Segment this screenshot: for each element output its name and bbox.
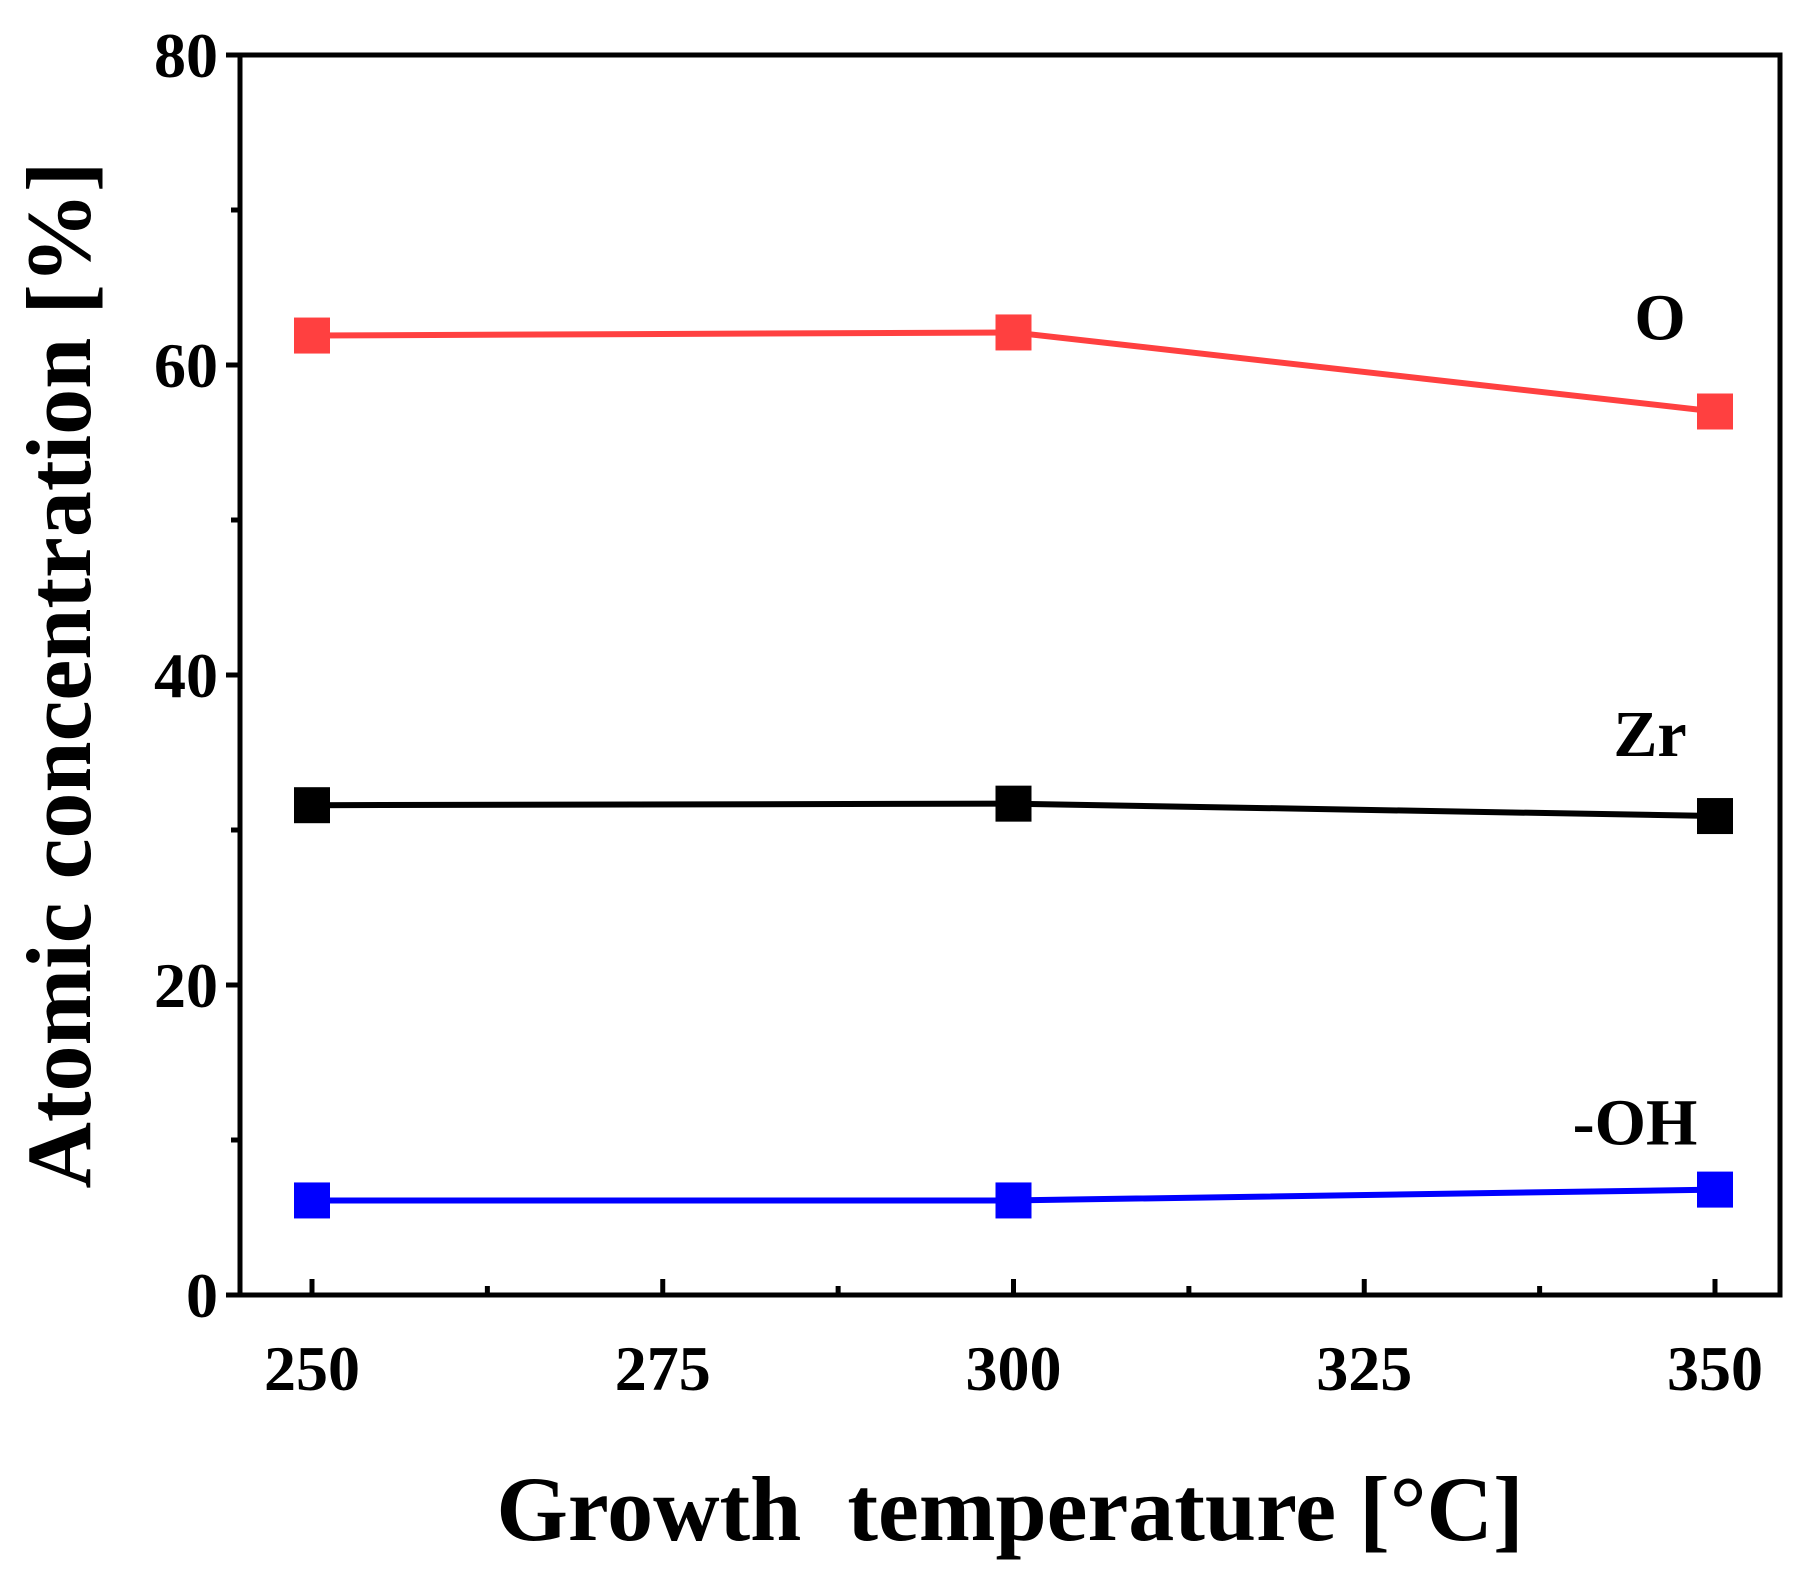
- x-tick-label: 350: [1667, 1333, 1763, 1404]
- data-point: [294, 787, 330, 824]
- y-tick-label: 80: [154, 20, 218, 91]
- series-oh: -OH: [294, 1087, 1733, 1219]
- x-tick-label: 300: [966, 1333, 1062, 1404]
- y-tick-label: 60: [154, 330, 218, 401]
- x-axis-title: Growth temperature [°C]: [496, 1458, 1523, 1560]
- x-axis-ticks: 250 275 300 325 350: [264, 1279, 1763, 1404]
- x-tick-label: 275: [615, 1333, 711, 1404]
- series-label: -OH: [1573, 1087, 1698, 1160]
- data-point: [1697, 1171, 1733, 1208]
- y-axis-title: Atomic concentration [%]: [8, 161, 110, 1188]
- data-point: [294, 1182, 330, 1219]
- series-zr: Zr: [294, 698, 1733, 835]
- series-o: O: [294, 282, 1733, 430]
- x-tick-label: 250: [264, 1333, 360, 1404]
- y-tick-label: 0: [186, 1260, 218, 1331]
- data-point: [294, 317, 330, 354]
- y-tick-label: 20: [154, 950, 218, 1021]
- data-point: [995, 1182, 1032, 1219]
- data-point: [995, 785, 1032, 822]
- y-axis-ticks: 0 20 40 60 80: [154, 20, 240, 1331]
- series-layer: O Zr -OH: [294, 282, 1733, 1219]
- plot-frame: [237, 52, 1783, 1298]
- x-tick-label: 325: [1316, 1333, 1412, 1404]
- data-point: [1697, 798, 1733, 835]
- series-label: Zr: [1613, 698, 1686, 771]
- y-tick-label: 40: [154, 640, 218, 711]
- series-label: O: [1634, 282, 1685, 355]
- data-point: [1697, 393, 1733, 430]
- data-point: [995, 314, 1032, 351]
